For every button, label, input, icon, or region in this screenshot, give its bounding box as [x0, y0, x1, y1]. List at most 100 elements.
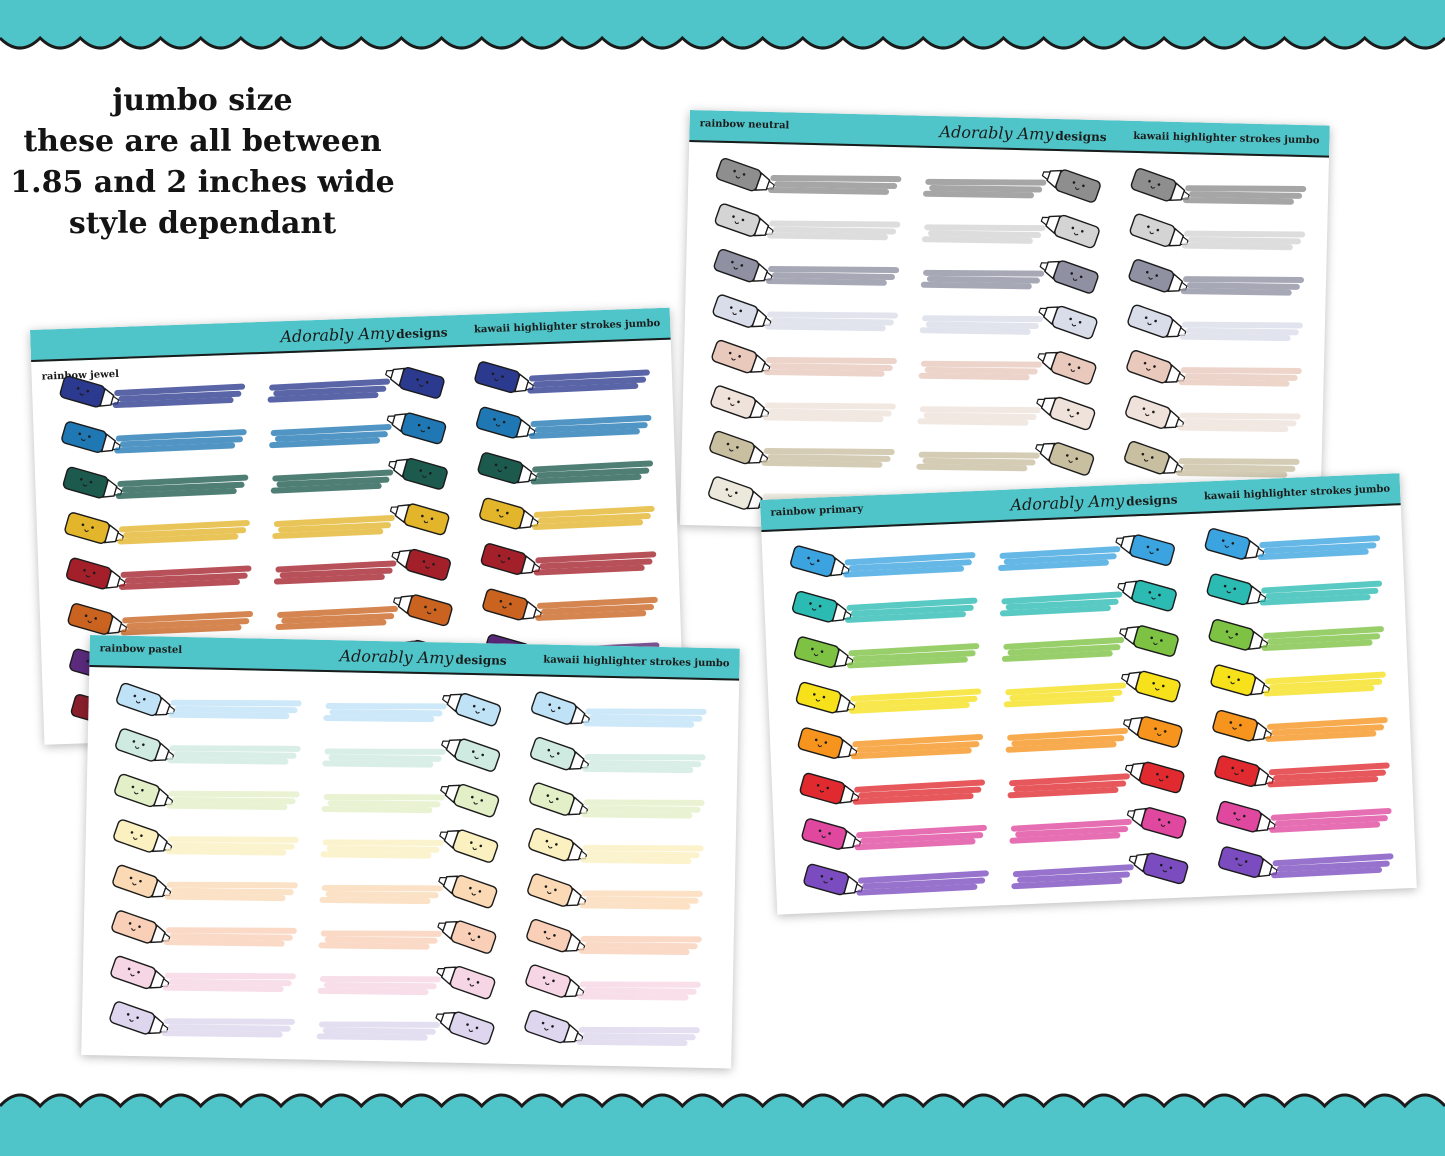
- marker-smile: [811, 607, 817, 611]
- marker-cap: [831, 602, 847, 622]
- stroke-line: [1259, 594, 1371, 606]
- stroke-line: [998, 559, 1109, 571]
- marker-cap: [747, 444, 764, 464]
- marker-tip: [1117, 582, 1127, 593]
- stroke-line: [850, 747, 972, 760]
- stroke-line: [1180, 288, 1292, 296]
- marker-eye: [478, 890, 482, 893]
- stroke-line: [1009, 773, 1130, 787]
- sticker-sheet-neutral: rainbow neutral Adorably Amy designs kawa…: [679, 110, 1330, 541]
- sticker-row: [711, 339, 1302, 387]
- marker-body: [113, 819, 159, 853]
- marker-eye: [738, 355, 741, 358]
- marker-smile: [502, 605, 507, 609]
- marker-cap: [569, 705, 586, 725]
- marker-smile: [418, 384, 424, 387]
- highlight-strokes: [114, 429, 247, 454]
- marker-smile: [727, 494, 733, 497]
- marker-smile: [1150, 185, 1156, 189]
- stroke-line: [1265, 671, 1386, 685]
- stroke-line: [1184, 230, 1306, 238]
- stroke-line: [275, 560, 397, 573]
- stroke-line: [323, 714, 435, 723]
- scallop-edge: [0, 1093, 1445, 1109]
- marker-eye: [1165, 775, 1169, 779]
- marker-eye: [140, 834, 143, 838]
- marker-eye: [88, 435, 91, 438]
- marker-smile: [85, 574, 91, 578]
- highlighter-icon: [112, 864, 172, 899]
- stroke-line: [925, 178, 1047, 186]
- marker-smile: [498, 514, 504, 518]
- marker-tip: [1040, 216, 1050, 226]
- marker-eye: [1223, 584, 1227, 588]
- marker-eye: [1070, 272, 1074, 275]
- marker-eye: [1154, 319, 1157, 323]
- marker-smile: [495, 423, 501, 427]
- marker-eye: [479, 844, 483, 848]
- highlight-strokes: [533, 551, 657, 576]
- highlighter-icon: [1128, 259, 1188, 293]
- stroke-line: [161, 1030, 283, 1038]
- marker-tip: [389, 506, 399, 516]
- stroke-line: [269, 437, 381, 449]
- marker-cap: [150, 878, 167, 898]
- stroke-line: [163, 939, 285, 947]
- marker-body: [403, 503, 450, 536]
- marker-eye: [552, 979, 555, 983]
- marker-tip: [1039, 262, 1049, 272]
- highlighter-icon: [64, 512, 125, 544]
- stroke-line: [1012, 864, 1134, 878]
- stroke-line: [1265, 730, 1377, 742]
- stroke-line: [278, 522, 392, 533]
- marker-eye: [468, 932, 471, 935]
- marker-smile: [129, 1019, 134, 1022]
- stroke-line: [583, 720, 695, 728]
- marker-cap: [520, 555, 536, 575]
- highlight-strokes: [854, 824, 987, 851]
- marker-smile: [1158, 778, 1164, 782]
- marker-eye: [138, 925, 141, 928]
- sticker-sheet-primary: rainbow primary Adorably Amydesigns kawa…: [760, 473, 1417, 915]
- stroke-line: [532, 519, 644, 530]
- marker-smile: [1070, 369, 1076, 372]
- stroke-line: [1183, 276, 1305, 283]
- marker-smile: [1151, 596, 1156, 600]
- stroke-line: [585, 708, 707, 715]
- sticker-row: [715, 157, 1307, 205]
- marker-body: [1126, 350, 1172, 384]
- stroke-line: [1259, 535, 1381, 549]
- highlight-strokes: [112, 383, 246, 409]
- marker-tip: [1126, 810, 1136, 820]
- marker-body: [1210, 664, 1256, 697]
- highlighter-icon: [437, 920, 497, 954]
- marker-smile: [735, 175, 741, 179]
- marker-eye: [1076, 411, 1080, 415]
- stroke-line: [281, 613, 395, 624]
- stroke-line: [269, 378, 391, 391]
- stroke-line: [767, 311, 899, 319]
- marker-eye: [1155, 274, 1159, 277]
- marker-smile: [731, 357, 736, 361]
- marker-eye: [86, 659, 90, 663]
- highlight-strokes: [162, 972, 296, 993]
- stroke-line: [580, 935, 702, 943]
- marker-eye: [734, 491, 738, 495]
- stroke-line: [1263, 542, 1377, 554]
- stroke-line: [535, 610, 647, 621]
- marker-eye: [1231, 766, 1235, 770]
- stroke-line: [124, 572, 248, 584]
- marker-cap: [442, 875, 459, 895]
- marker-body: [407, 594, 453, 627]
- marker-smile: [84, 529, 89, 532]
- marker-eye: [1229, 721, 1233, 724]
- marker-cap: [152, 787, 169, 807]
- stroke-line: [323, 793, 445, 801]
- marker-eye: [433, 608, 437, 612]
- marker-body: [112, 864, 158, 899]
- highlight-strokes: [119, 565, 252, 590]
- stroke-line: [1180, 367, 1302, 374]
- marker-eye: [555, 797, 559, 801]
- stroke-line: [765, 277, 887, 286]
- marker-tip: [441, 740, 451, 750]
